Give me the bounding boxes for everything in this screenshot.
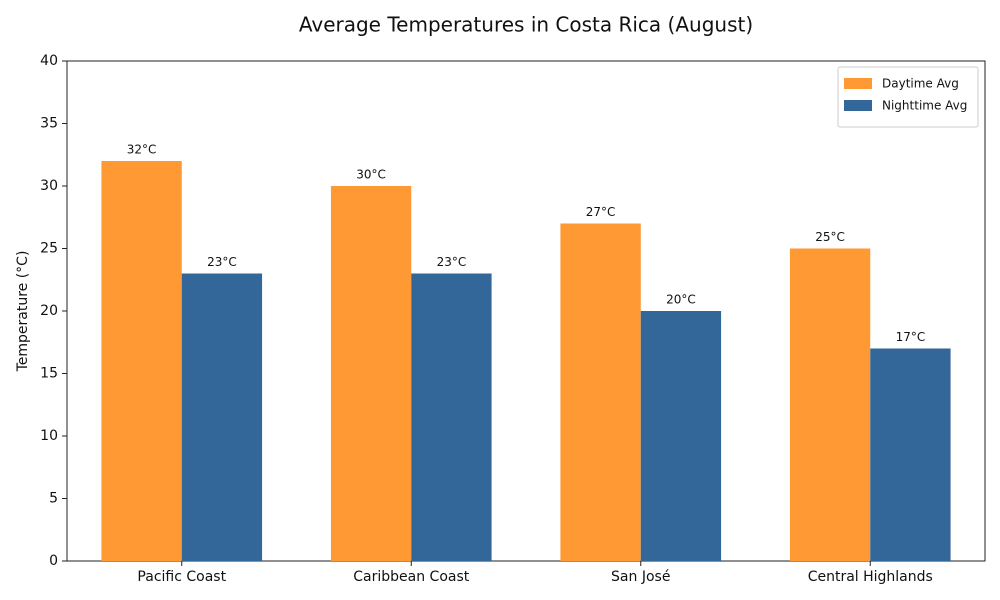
legend-swatch	[844, 78, 872, 89]
bar	[560, 223, 641, 561]
y-tick-label: 30	[40, 178, 58, 194]
bar	[181, 273, 263, 561]
value-label: 25°C	[815, 230, 845, 244]
x-tick-label: San José	[611, 569, 670, 585]
legend-swatch	[844, 100, 872, 111]
chart-title: Average Temperatures in Costa Rica (Augu…	[299, 13, 753, 37]
value-label: 27°C	[586, 205, 616, 219]
x-tick-label: Caribbean Coast	[353, 569, 470, 585]
bar	[789, 248, 871, 561]
bar	[640, 311, 722, 561]
value-label: 23°C	[437, 255, 467, 269]
value-label: 30°C	[356, 168, 386, 182]
legend-label: Nighttime Avg	[882, 99, 967, 113]
y-tick-label: 25	[40, 241, 58, 257]
bar	[330, 186, 412, 561]
y-axis-label: Temperature (°C)	[15, 251, 31, 373]
bar	[101, 161, 182, 561]
legend-label: Daytime Avg	[882, 77, 959, 91]
y-tick-label: 35	[40, 116, 58, 132]
y-tick-label: 15	[40, 366, 58, 382]
x-tick-label: Central Highlands	[808, 569, 933, 585]
y-tick-label: 0	[49, 553, 58, 569]
y-tick-label: 20	[40, 303, 58, 319]
x-tick-label: Pacific Coast	[137, 569, 226, 585]
y-tick-label: 10	[40, 428, 58, 444]
bar	[870, 348, 951, 561]
value-label: 17°C	[896, 330, 926, 344]
value-label: 32°C	[127, 143, 157, 157]
value-label: 23°C	[207, 255, 237, 269]
value-label: 20°C	[666, 293, 696, 307]
legend-box	[837, 66, 979, 128]
bar	[411, 273, 492, 561]
y-tick-label: 5	[49, 491, 58, 507]
y-tick-label: 40	[40, 53, 58, 69]
